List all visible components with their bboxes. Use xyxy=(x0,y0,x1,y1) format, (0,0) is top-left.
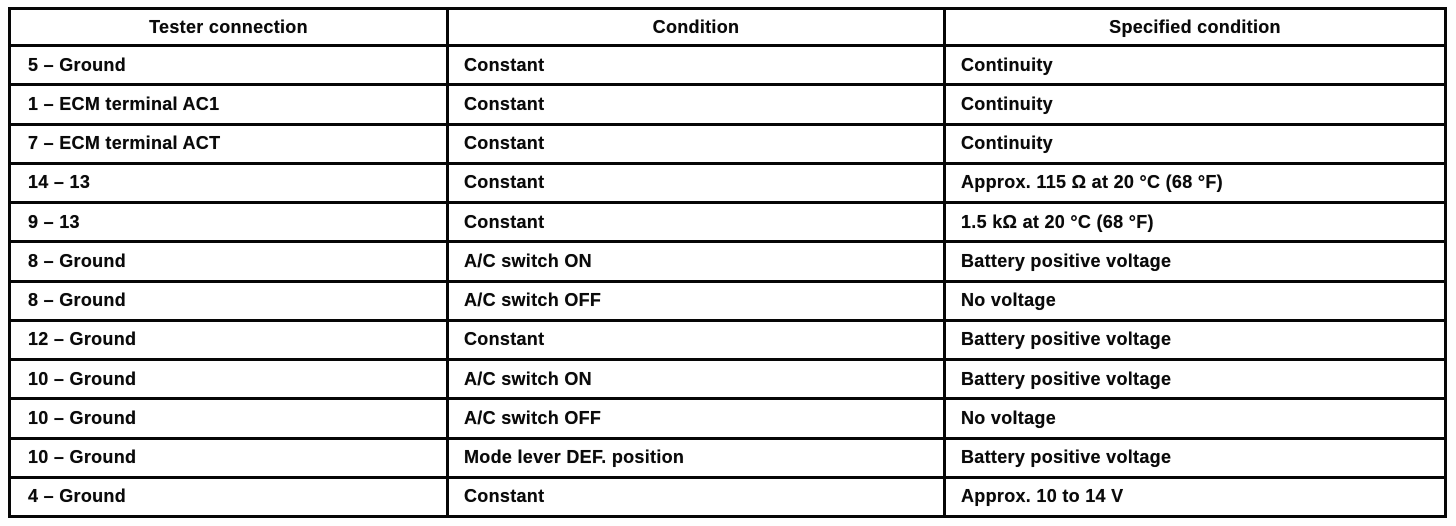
table-row: 8 – Ground A/C switch OFF No voltage xyxy=(8,279,1447,322)
column-header-condition: Condition xyxy=(446,7,946,47)
cell-condition: Constant xyxy=(446,83,946,126)
cell-condition: A/C switch OFF xyxy=(446,279,946,322)
cell-condition: A/C switch ON xyxy=(446,357,946,401)
table-row: 14 – 13 Constant Approx. 115 Ω at 20 °C (6… xyxy=(8,161,1447,205)
tester-connection-spec-table: Tester connection Condition Specified cond… xyxy=(8,7,1447,519)
cell-tester-connection: 12 – Ground xyxy=(8,318,449,362)
cell-specified-condition: Continuity xyxy=(943,122,1447,165)
cell-tester-connection: 10 – Ground xyxy=(8,357,449,401)
table-row: 5 – Ground Constant Continuity xyxy=(8,43,1447,87)
cell-condition: Mode lever DEF. position xyxy=(446,436,946,479)
cell-tester-connection: 14 – 13 xyxy=(8,161,449,205)
cell-condition: Constant xyxy=(446,318,946,362)
cell-condition: Constant xyxy=(446,161,946,205)
cell-tester-connection: 4 – Ground xyxy=(8,475,449,519)
cell-specified-condition: Approx. 115 Ω at 20 °C (68 °F) xyxy=(943,161,1447,205)
cell-specified-condition: Battery positive voltage xyxy=(943,318,1447,362)
cell-condition: Constant xyxy=(446,475,946,519)
table-row: 1 – ECM terminal AC1 Constant Continuity xyxy=(8,83,1447,126)
cell-tester-connection: 8 – Ground xyxy=(8,279,449,322)
table-row: 4 – Ground Constant Approx. 10 to 14 V xyxy=(8,475,1447,519)
table-row: 10 – Ground Mode lever DEF. position Batte… xyxy=(8,436,1447,479)
table-row: 10 – Ground A/C switch ON Battery positive… xyxy=(8,357,1447,401)
cell-specified-condition: Approx. 10 to 14 V xyxy=(943,475,1447,519)
cell-specified-condition: Continuity xyxy=(943,43,1447,87)
cell-specified-condition: Battery positive voltage xyxy=(943,240,1447,283)
table-body: 5 – Ground Constant Continuity 1 – ECM term… xyxy=(8,43,1447,519)
cell-condition: Constant xyxy=(446,43,946,87)
header-row: Tester connection Condition Specified cond… xyxy=(8,7,1447,47)
cell-specified-condition: 1.5 kΩ at 20 °C (68 °F) xyxy=(943,200,1447,244)
cell-tester-connection: 1 – ECM terminal AC1 xyxy=(8,83,449,126)
cell-tester-connection: 10 – Ground xyxy=(8,436,449,479)
column-header-tester-connection: Tester connection xyxy=(8,7,449,47)
cell-condition: A/C switch ON xyxy=(446,240,946,283)
table-row: 12 – Ground Constant Battery positive volt… xyxy=(8,318,1447,362)
table-header: Tester connection Condition Specified cond… xyxy=(8,7,1447,47)
column-header-specified-condition: Specified condition xyxy=(943,7,1447,47)
cell-condition: Constant xyxy=(446,200,946,244)
cell-tester-connection: 9 – 13 xyxy=(8,200,449,244)
table-row: 7 – ECM terminal ACT Constant Continuity xyxy=(8,122,1447,165)
cell-condition: Constant xyxy=(446,122,946,165)
cell-specified-condition: Battery positive voltage xyxy=(943,357,1447,401)
cell-specified-condition: Continuity xyxy=(943,83,1447,126)
table-row: 10 – Ground A/C switch OFF No voltage xyxy=(8,397,1447,440)
cell-specified-condition: No voltage xyxy=(943,279,1447,322)
cell-tester-connection: 10 – Ground xyxy=(8,397,449,440)
table-row: 8 – Ground A/C switch ON Battery positive … xyxy=(8,240,1447,283)
cell-specified-condition: No voltage xyxy=(943,397,1447,440)
cell-specified-condition: Battery positive voltage xyxy=(943,436,1447,479)
cell-tester-connection: 7 – ECM terminal ACT xyxy=(8,122,449,165)
cell-tester-connection: 5 – Ground xyxy=(8,43,449,87)
cell-condition: A/C switch OFF xyxy=(446,397,946,440)
cell-tester-connection: 8 – Ground xyxy=(8,240,449,283)
table-row: 9 – 13 Constant 1.5 kΩ at 20 °C (68 °F) xyxy=(8,200,1447,244)
